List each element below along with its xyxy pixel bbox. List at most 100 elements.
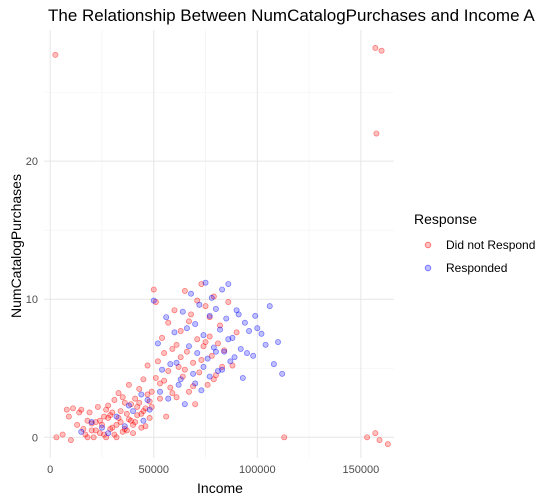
data-point <box>190 370 197 377</box>
y-tick-label: 20 <box>26 156 38 168</box>
data-point <box>130 408 136 415</box>
data-point <box>109 424 116 431</box>
data-point <box>144 362 151 369</box>
data-point <box>221 348 228 355</box>
data-point <box>113 413 120 420</box>
data-point <box>227 358 234 365</box>
data-point <box>192 380 199 387</box>
data-point <box>136 399 143 406</box>
data-point <box>163 413 170 420</box>
data-point <box>78 428 85 435</box>
data-point <box>186 343 192 350</box>
data-point <box>169 390 176 397</box>
y-axis-ticks: 0 10 20 <box>26 156 38 444</box>
data-point <box>92 427 99 434</box>
data-point <box>157 395 163 402</box>
data-point <box>171 307 178 314</box>
data-point <box>200 332 207 339</box>
data-point <box>173 359 180 366</box>
x-tick-label: 0 <box>47 464 53 476</box>
data-point <box>78 406 85 413</box>
data-point <box>123 410 130 417</box>
data-point <box>99 424 105 431</box>
data-point <box>192 401 199 408</box>
data-point <box>225 336 232 343</box>
data-point <box>194 336 201 343</box>
data-point <box>175 381 182 388</box>
data-point <box>150 297 157 304</box>
data-point <box>188 311 194 318</box>
data-point <box>113 421 120 428</box>
data-point <box>217 326 223 333</box>
data-point <box>231 354 238 361</box>
x-tick-label: 50000 <box>138 464 169 476</box>
series-did-not-respond <box>52 45 391 448</box>
data-point <box>146 406 153 413</box>
data-point <box>165 319 172 326</box>
data-point <box>181 366 188 373</box>
data-point <box>188 290 194 297</box>
data-point <box>196 301 203 308</box>
data-point <box>208 352 215 359</box>
data-point <box>63 406 70 413</box>
data-point <box>161 350 168 357</box>
data-point <box>86 409 93 416</box>
data-point <box>384 441 391 448</box>
data-point <box>281 434 288 441</box>
data-point <box>206 333 213 340</box>
data-point <box>372 45 379 51</box>
data-point <box>202 303 209 310</box>
data-point <box>163 314 170 321</box>
data-point <box>130 430 136 437</box>
data-point <box>266 303 273 310</box>
data-point <box>208 294 215 301</box>
data-point <box>67 437 74 443</box>
data-point <box>132 419 139 426</box>
data-point <box>173 341 180 348</box>
data-point <box>90 434 97 441</box>
data-point <box>235 311 242 318</box>
data-point <box>198 357 205 363</box>
data-point <box>84 434 91 441</box>
data-point <box>194 350 201 357</box>
data-point <box>152 374 159 381</box>
data-point <box>372 430 379 437</box>
data-point <box>107 412 114 419</box>
data-point <box>239 374 246 381</box>
data-point <box>206 373 213 380</box>
data-point <box>140 417 147 424</box>
data-point <box>70 405 76 412</box>
legend-title: Response <box>414 211 477 227</box>
data-point <box>119 394 126 401</box>
data-point <box>198 387 205 394</box>
data-points <box>52 45 391 448</box>
data-point <box>140 376 147 383</box>
data-point <box>196 369 203 376</box>
data-point <box>181 287 188 294</box>
legend-label-did-not-respond: Did not Respond <box>446 238 535 252</box>
data-point <box>250 352 257 359</box>
data-point <box>142 423 149 430</box>
data-point <box>65 413 72 420</box>
data-point <box>144 397 151 403</box>
data-point <box>125 381 132 388</box>
grid-major <box>44 30 394 458</box>
data-point <box>125 402 132 409</box>
y-tick-label: 10 <box>26 294 38 306</box>
data-point <box>173 394 180 401</box>
data-point <box>376 437 383 443</box>
legend-item-did-not-respond: Did not Respond <box>424 238 535 252</box>
data-point <box>244 350 250 357</box>
data-point <box>202 339 209 345</box>
data-point <box>179 308 186 315</box>
data-point <box>215 340 221 347</box>
data-point <box>252 312 259 319</box>
data-point <box>186 388 192 395</box>
data-point <box>103 406 110 413</box>
data-point <box>217 322 223 329</box>
y-tick-label: 0 <box>32 432 38 444</box>
x-axis-title: Income <box>197 480 243 496</box>
data-point <box>94 403 101 410</box>
data-point <box>254 325 261 332</box>
